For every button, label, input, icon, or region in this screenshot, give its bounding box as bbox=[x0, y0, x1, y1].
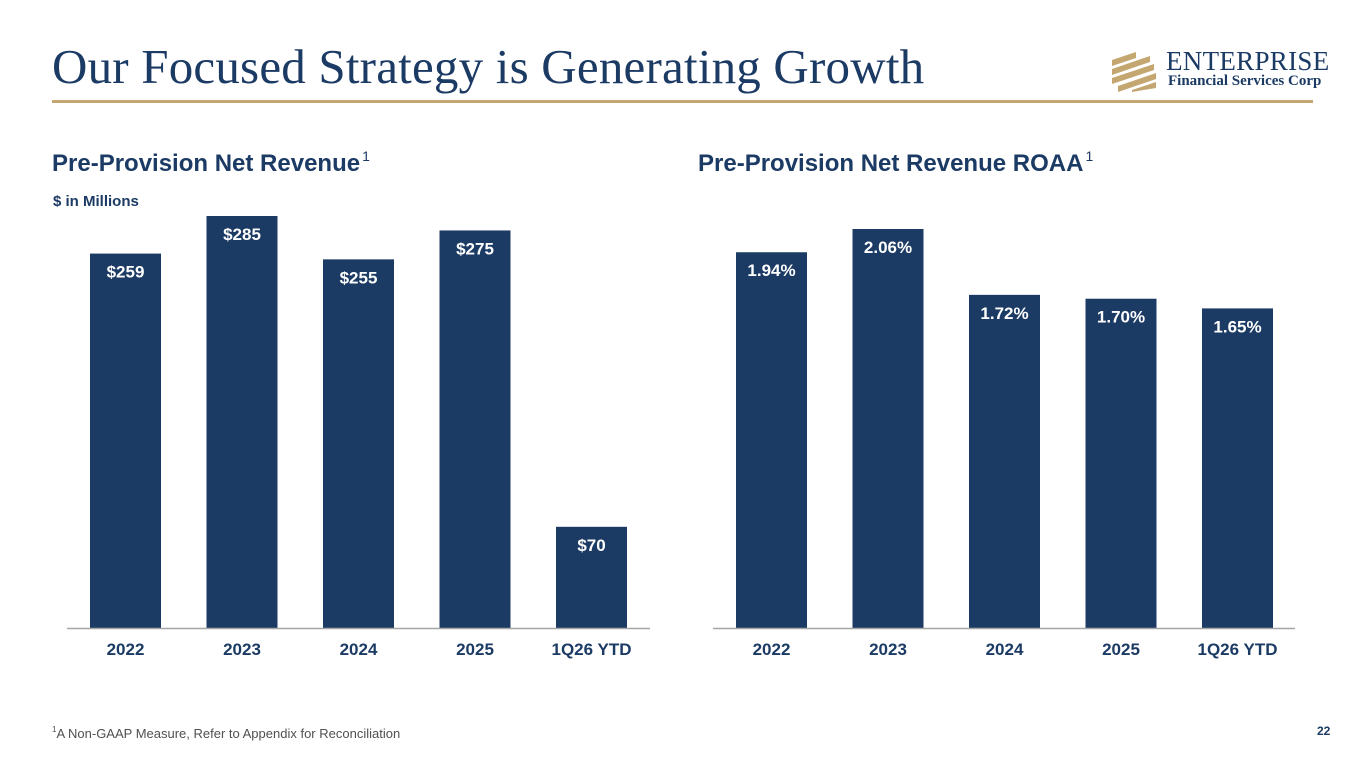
company-logo: ENTERPRISE Financial Services Corp bbox=[1106, 48, 1329, 94]
left-chart-title: Pre-Provision Net Revenue 1 bbox=[52, 149, 370, 177]
ppnr-bar bbox=[90, 253, 161, 628]
ppnr-x-tick-label: 2024 bbox=[340, 640, 378, 659]
ppnr-bar bbox=[206, 216, 278, 628]
footnote-marker: 1 bbox=[52, 725, 57, 734]
ppnr-x-tick-label: 1Q26 YTD bbox=[551, 640, 631, 659]
roaa-chart: 1.94% 2022 2.06% 2023 1.72% 2024 1.70% 2025 1.65… bbox=[713, 229, 1295, 659]
roaa-bar bbox=[1202, 308, 1273, 628]
ppnr-bar bbox=[556, 526, 627, 628]
roaa-x-tick-label: 1Q26 YTD bbox=[1197, 640, 1277, 659]
ppnr-data-label: $275 bbox=[456, 239, 494, 258]
ppnr-data-label: $259 bbox=[107, 263, 145, 282]
roaa-bar bbox=[1085, 298, 1157, 628]
ppnr-chart: $259 2022 $285 2023 $255 2024 $275 2025 $70 1Q26 … bbox=[67, 216, 650, 659]
ppnr-data-label: $255 bbox=[340, 268, 378, 287]
roaa-bar bbox=[736, 252, 807, 628]
page-number: 22 bbox=[1317, 724, 1331, 738]
logo-subtitle: Financial Services Corp bbox=[1168, 73, 1322, 89]
footnote: 1A Non-GAAP Measure, Refer to Appendix f… bbox=[52, 725, 401, 741]
roaa-data-label: 1.70% bbox=[1097, 308, 1145, 327]
roaa-x-tick-label: 2023 bbox=[869, 640, 907, 659]
ppnr-data-label: $285 bbox=[223, 225, 261, 244]
ppnr-x-tick-label: 2023 bbox=[223, 640, 261, 659]
left-chart-title-text: Pre-Provision Net Revenue bbox=[52, 150, 361, 177]
roaa-bar bbox=[969, 294, 1040, 628]
roaa-data-label: 2.06% bbox=[864, 238, 912, 257]
roaa-data-label: 1.94% bbox=[747, 261, 795, 280]
roaa-data-label: 1.65% bbox=[1213, 317, 1261, 336]
ppnr-bar bbox=[439, 230, 511, 628]
ppnr-bar bbox=[323, 259, 394, 628]
ppnr-data-label: $70 bbox=[577, 536, 605, 555]
right-chart-title-text: Pre-Provision Net Revenue ROAA bbox=[698, 150, 1084, 177]
roaa-data-label: 1.72% bbox=[980, 304, 1028, 323]
ppnr-x-tick-label: 2025 bbox=[456, 640, 494, 659]
roaa-x-tick-label: 2025 bbox=[1102, 640, 1140, 659]
footnote-text: A Non-GAAP Measure, Refer to Appendix fo… bbox=[56, 726, 401, 741]
title-divider bbox=[52, 100, 1313, 103]
roaa-x-tick-label: 2024 bbox=[986, 640, 1024, 659]
left-chart-title-superscript: 1 bbox=[362, 148, 370, 164]
roaa-bar bbox=[852, 229, 924, 628]
ppnr-x-tick-label: 2022 bbox=[107, 640, 145, 659]
logo-name: ENTERPRISE bbox=[1166, 46, 1330, 76]
right-chart-title-superscript: 1 bbox=[1085, 148, 1094, 164]
right-chart-title: Pre-Provision Net Revenue ROAA 1 bbox=[698, 149, 1093, 177]
slide-title: Our Focused Strategy is Generating Growt… bbox=[52, 39, 925, 94]
roaa-x-tick-label: 2022 bbox=[753, 640, 791, 659]
enterprise-logo-mark-icon bbox=[1112, 52, 1156, 92]
left-chart-units: $ in Millions bbox=[53, 193, 139, 210]
